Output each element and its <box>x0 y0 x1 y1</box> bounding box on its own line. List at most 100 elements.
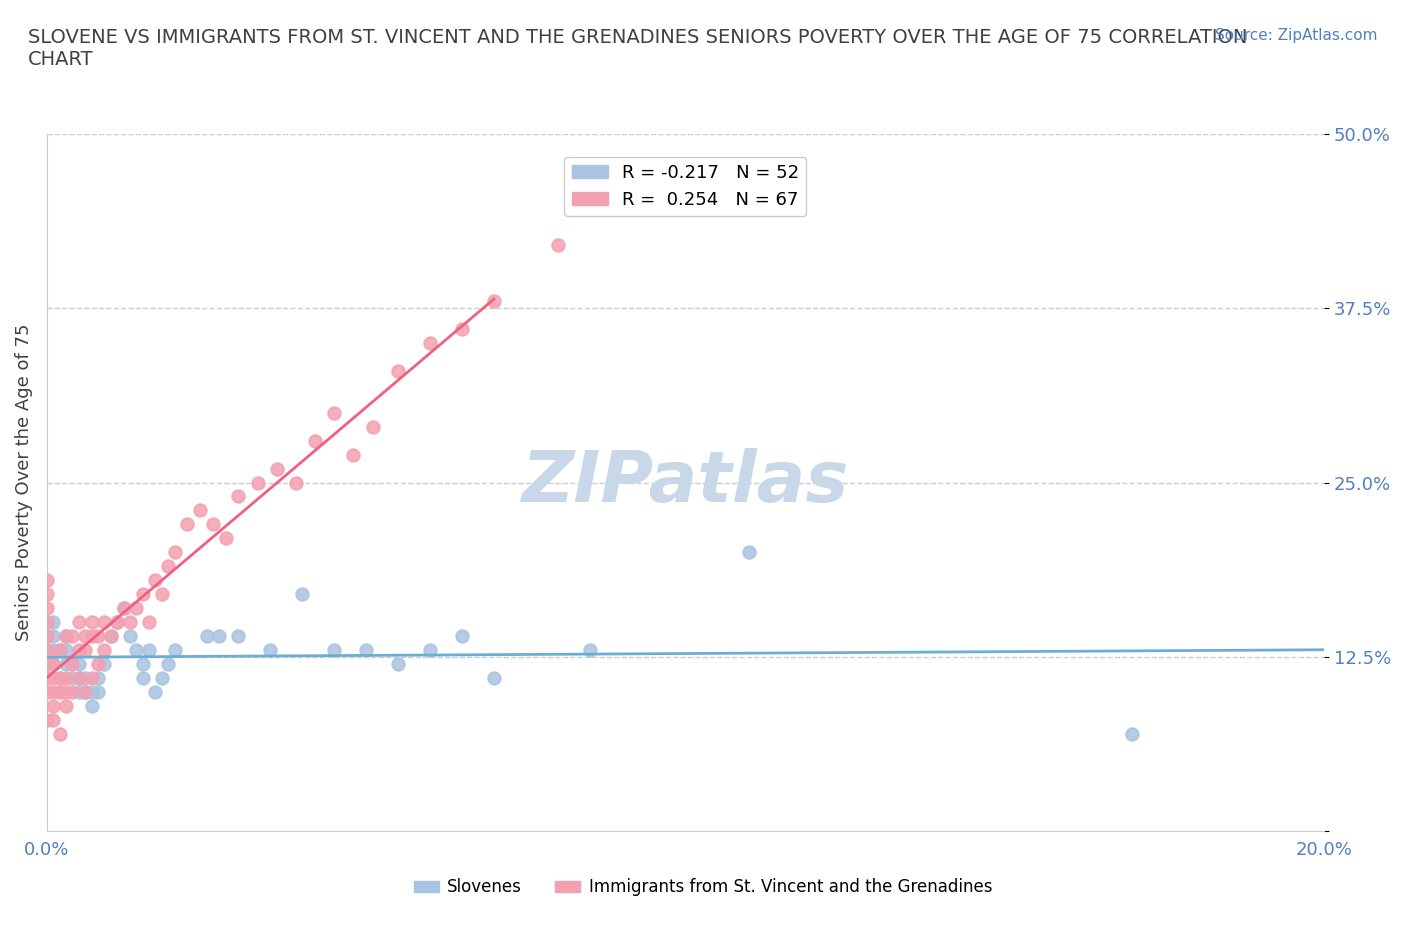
Point <box>48 684 70 699</box>
Point <box>35 615 58 630</box>
Point <box>87 657 110 671</box>
Point <box>131 587 153 602</box>
Point <box>354 643 377 658</box>
Point <box>100 629 122 644</box>
Point <box>48 671 70 685</box>
Point <box>55 629 77 644</box>
Point <box>738 545 761 560</box>
Point <box>163 545 186 560</box>
Point <box>48 726 70 741</box>
Point <box>201 517 224 532</box>
Point <box>150 671 173 685</box>
Point <box>55 698 77 713</box>
Point <box>482 671 505 685</box>
Point <box>35 573 58 588</box>
Point <box>87 684 110 699</box>
Point <box>145 684 167 699</box>
Point <box>62 629 84 644</box>
Point <box>75 629 97 644</box>
Point <box>138 643 160 658</box>
Point <box>42 698 65 713</box>
Point <box>259 643 281 658</box>
Point <box>80 615 103 630</box>
Point <box>35 643 58 658</box>
Point <box>67 684 90 699</box>
Point <box>157 559 180 574</box>
Point <box>131 671 153 685</box>
Point <box>35 629 58 644</box>
Point <box>80 629 103 644</box>
Point <box>67 671 90 685</box>
Text: ZIPatlas: ZIPatlas <box>522 448 849 517</box>
Point <box>195 629 218 644</box>
Point <box>35 643 58 658</box>
Point <box>482 294 505 309</box>
Point <box>419 643 441 658</box>
Point <box>419 336 441 351</box>
Point <box>42 629 65 644</box>
Point <box>42 657 65 671</box>
Point <box>87 629 110 644</box>
Point <box>55 671 77 685</box>
Point <box>35 587 58 602</box>
Point <box>188 503 211 518</box>
Point <box>451 322 474 337</box>
Point <box>93 643 115 658</box>
Point <box>323 643 346 658</box>
Point <box>1121 726 1143 741</box>
Point <box>246 475 269 490</box>
Point <box>125 601 148 616</box>
Point <box>62 657 84 671</box>
Point <box>67 615 90 630</box>
Point <box>62 657 84 671</box>
Point <box>266 461 288 476</box>
Point <box>42 657 65 671</box>
Point <box>112 601 135 616</box>
Point <box>112 601 135 616</box>
Point <box>291 587 314 602</box>
Legend: Slovenes, Immigrants from St. Vincent and the Grenadines: Slovenes, Immigrants from St. Vincent an… <box>408 871 998 903</box>
Point <box>342 447 364 462</box>
Point <box>35 615 58 630</box>
Point <box>55 643 77 658</box>
Legend: R = -0.217   N = 52, R =  0.254   N = 67: R = -0.217 N = 52, R = 0.254 N = 67 <box>564 156 807 216</box>
Point <box>93 615 115 630</box>
Point <box>87 671 110 685</box>
Point <box>138 615 160 630</box>
Point <box>105 615 128 630</box>
Point <box>100 629 122 644</box>
Point <box>42 712 65 727</box>
Y-axis label: Seniors Poverty Over the Age of 75: Seniors Poverty Over the Age of 75 <box>15 324 32 642</box>
Point <box>176 517 198 532</box>
Point <box>35 657 58 671</box>
Point <box>208 629 231 644</box>
Point <box>55 684 77 699</box>
Point <box>125 643 148 658</box>
Point <box>48 643 70 658</box>
Point <box>451 629 474 644</box>
Point <box>67 671 90 685</box>
Point <box>75 643 97 658</box>
Point <box>55 629 77 644</box>
Point <box>284 475 307 490</box>
Point <box>42 684 65 699</box>
Point <box>55 657 77 671</box>
Point <box>150 587 173 602</box>
Point <box>157 657 180 671</box>
Point <box>62 671 84 685</box>
Point <box>80 698 103 713</box>
Point <box>118 615 141 630</box>
Point <box>578 643 600 658</box>
Point <box>67 643 90 658</box>
Point <box>35 657 58 671</box>
Point <box>48 643 70 658</box>
Point <box>304 433 326 448</box>
Point <box>145 573 167 588</box>
Point <box>35 712 58 727</box>
Point <box>75 671 97 685</box>
Point <box>361 419 384 434</box>
Point <box>547 238 569 253</box>
Text: Source: ZipAtlas.com: Source: ZipAtlas.com <box>1215 28 1378 43</box>
Point <box>42 671 65 685</box>
Point <box>215 531 238 546</box>
